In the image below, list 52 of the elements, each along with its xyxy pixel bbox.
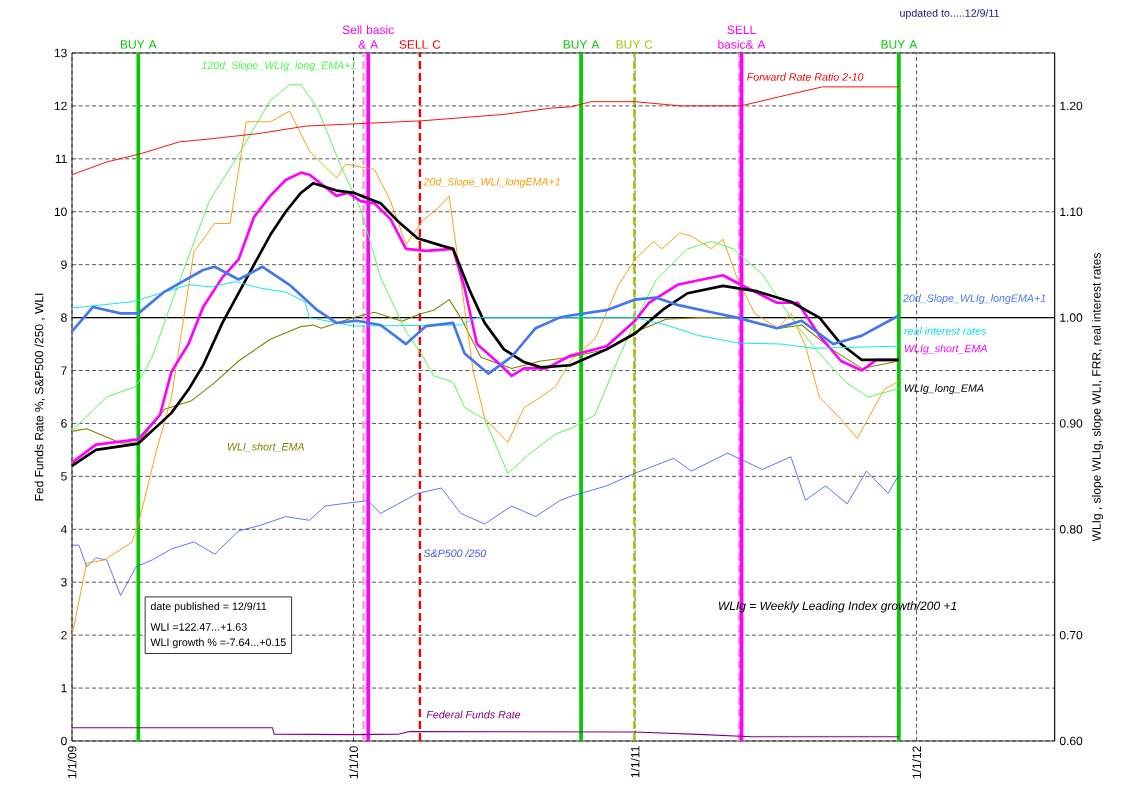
y2-tick-label: 1.10 bbox=[1060, 207, 1083, 217]
annotation: date published = 12/9/11 bbox=[150, 602, 267, 613]
y-tick-label: 8 bbox=[61, 313, 67, 322]
line-series bbox=[71, 452, 900, 596]
text: WLIg_long_EMA bbox=[904, 384, 984, 395]
y-tick-label: 0 bbox=[61, 736, 67, 746]
y-tick-label: 11 bbox=[55, 154, 67, 163]
ref-line-label: BUY C bbox=[616, 40, 653, 49]
y-tick-label: 4 bbox=[60, 525, 67, 534]
y2-tick-label: 1.00 bbox=[1060, 313, 1083, 322]
y2-tick-label: 1.20 bbox=[1060, 101, 1083, 111]
text: S&P500 /250 bbox=[423, 549, 487, 558]
text: updated to.....12/9/11 bbox=[900, 8, 1000, 19]
ref-line-label: SELL C bbox=[399, 40, 441, 49]
ref-line-label: SELL basic& A bbox=[718, 25, 766, 49]
y-tick-label: 10 bbox=[54, 207, 67, 217]
line-series bbox=[71, 84, 900, 474]
annotation: WLI growth % =-7.64...+0.15 bbox=[150, 638, 286, 649]
x-tick-label: 1/1/11 bbox=[630, 746, 640, 778]
y-tick-label: 5 bbox=[61, 472, 67, 481]
y-tick-label: 12 bbox=[54, 101, 67, 111]
y-tick-label: 1 bbox=[61, 683, 67, 693]
text: 120d_Slope_WLIg_long_EMA+1 bbox=[201, 61, 356, 72]
y2-tick-label: 0.90 bbox=[1059, 419, 1083, 428]
series-label: real interest rates bbox=[904, 326, 987, 335]
y2-axis-title: WLIg , slope WLIg, slope WLI, FRR, real interest rates bbox=[1091, 253, 1104, 542]
ref-line-label: BUY A bbox=[120, 40, 157, 49]
line-series bbox=[70, 265, 901, 376]
y-tick-label: 7 bbox=[61, 366, 67, 375]
series-label: 20d_Slope_WLIg_longEMA+1 bbox=[902, 294, 1046, 305]
y-tick-label: 3 bbox=[61, 577, 67, 587]
x-tick-label: 1/1/10 bbox=[349, 746, 358, 779]
ref-line-label: Sell basic & A bbox=[342, 25, 394, 49]
annotation: WLI =122.47...+1.63 bbox=[150, 623, 247, 631]
series-label: Federal Funds Rate bbox=[426, 710, 521, 719]
text: WLI_short_EMA bbox=[227, 442, 304, 452]
y2-tick-label: 0.70 bbox=[1059, 630, 1083, 640]
series-label: Forward Rate Ratio 2-10 bbox=[747, 72, 864, 81]
y2-tick-label: 0.80 bbox=[1059, 525, 1083, 534]
series-label: WLIg_short_EMA bbox=[904, 344, 987, 355]
y-tick-label: 9 bbox=[61, 260, 67, 269]
line-series bbox=[71, 727, 900, 738]
y-tick-label: 6 bbox=[61, 419, 67, 428]
ref-line-label: BUY A bbox=[881, 40, 918, 49]
y2-tick-label: 0.60 bbox=[1059, 736, 1083, 746]
ref-line-label: BUY A bbox=[563, 40, 600, 49]
x-tick-label: 1/1/12 bbox=[912, 746, 922, 779]
text: 20d_Slope_WLI_longEMA+1 bbox=[423, 177, 560, 188]
y-tick-label: 13 bbox=[54, 48, 67, 58]
x-tick-label: 1/1/09 bbox=[67, 746, 77, 779]
y-tick-label: 2 bbox=[61, 630, 67, 640]
y-axis-title: Fed Funds Rate %, S&P500 /250 , WLI bbox=[34, 293, 45, 501]
